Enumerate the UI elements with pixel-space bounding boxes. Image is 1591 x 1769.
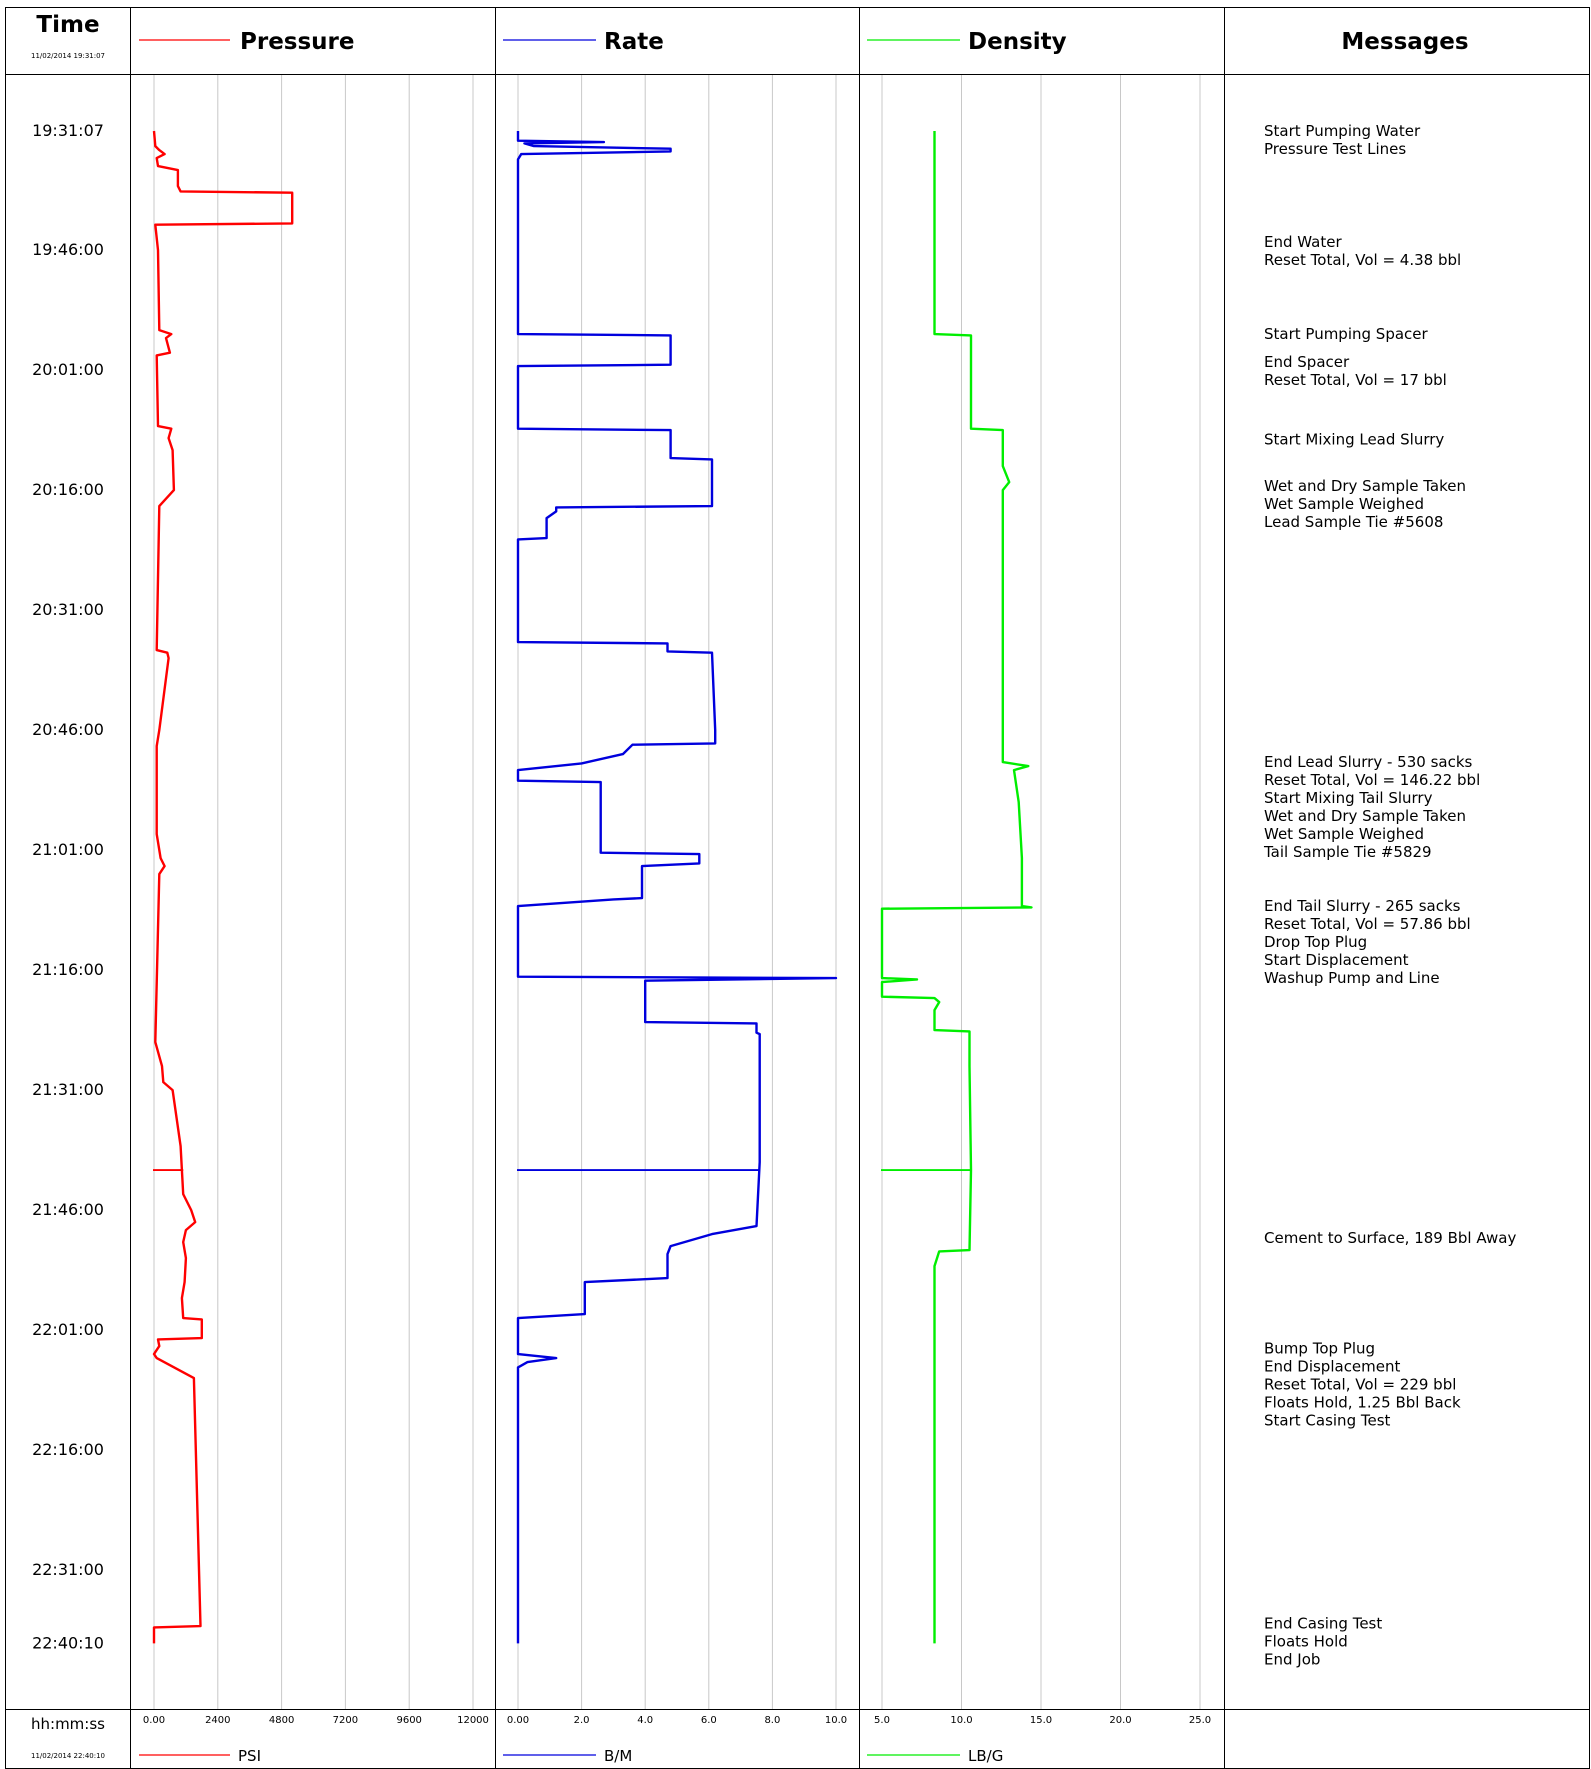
density-unit: LB/G [968, 1747, 1003, 1765]
message-line: Lead Sample Tie #5608 [1264, 513, 1443, 531]
rate-tick-label: 2.0 [574, 1715, 590, 1726]
pressure-tick-label: 12000 [457, 1715, 489, 1726]
message-line: Wet and Dry Sample Taken [1264, 477, 1466, 495]
pressure-tick-label: 0.00 [143, 1715, 165, 1726]
message-line: Cement to Surface, 189 Bbl Away [1264, 1229, 1516, 1247]
message-line: Reset Total, Vol = 146.22 bbl [1264, 771, 1480, 789]
message-line: End Spacer [1264, 353, 1350, 371]
message-line: Reset Total, Vol = 57.86 bbl [1264, 915, 1471, 933]
chart-frame [5, 7, 1590, 1769]
time-tick-label: 19:46:00 [32, 240, 104, 259]
pressure-header: Pressure [240, 29, 355, 55]
density-tick-label: 20.0 [1109, 1715, 1131, 1726]
message-line: Wet Sample Weighed [1264, 495, 1424, 513]
pressure-tick-label: 9600 [396, 1715, 421, 1726]
message-line: Reset Total, Vol = 229 bbl [1264, 1376, 1456, 1394]
time-labels: 19:31:07 19:46:00 20:01:00 20:16:00 20:31:00… [32, 121, 104, 1652]
message-line: Wet and Dry Sample Taken [1264, 807, 1466, 825]
time-header: Time [36, 12, 99, 38]
time-tick-label: 20:46:00 [32, 720, 104, 739]
time-tick-label: 22:40:10 [32, 1633, 104, 1652]
messages-header: Messages [1341, 29, 1468, 55]
pressure-tick-label: 2400 [205, 1715, 230, 1726]
message-line: End Tail Slurry - 265 sacks [1264, 897, 1461, 915]
time-tick-label: 20:31:00 [32, 600, 104, 619]
message-line: Start Displacement [1264, 951, 1409, 969]
time-tick-label: 21:01:00 [32, 840, 104, 859]
message-line: Floats Hold [1264, 1632, 1348, 1650]
time-start-label: 11/02/2014 19:31:07 [31, 52, 105, 60]
time-tick-label: 21:16:00 [32, 960, 104, 979]
message-line: End Displacement [1264, 1358, 1401, 1376]
rate-tick-label: 0.00 [507, 1715, 529, 1726]
time-tick-label: 20:16:00 [32, 480, 104, 499]
message-line: Floats Hold, 1.25 Bbl Back [1264, 1394, 1461, 1412]
density-tick-label: 5.0 [874, 1715, 890, 1726]
time-footer-label: hh:mm:ss [31, 1715, 105, 1733]
rate-tick-label: 8.0 [764, 1715, 780, 1726]
rate-unit: B/M [604, 1747, 632, 1765]
axis-ticks: 0.00 2400 4800 7200 9600 12000 0.00 2.0 4.0 6.0 8.… [143, 1715, 1211, 1726]
rate-header: Rate [604, 29, 664, 55]
message-line: Bump Top Plug [1264, 1340, 1375, 1358]
pressure-tick-label: 7200 [333, 1715, 358, 1726]
message-line: End Casing Test [1264, 1614, 1382, 1632]
density-tick-label: 10.0 [950, 1715, 972, 1726]
time-tick-label: 22:16:00 [32, 1440, 104, 1459]
rate-tick-label: 6.0 [701, 1715, 717, 1726]
message-line: Start Pumping Water [1264, 122, 1421, 140]
message-line: Tail Sample Tie #5829 [1263, 843, 1432, 861]
message-line: Pressure Test Lines [1264, 140, 1406, 158]
message-line: Start Pumping Spacer [1264, 325, 1429, 343]
density-header: Density [968, 29, 1067, 55]
rate-tick-label: 10.0 [825, 1715, 847, 1726]
message-line: End Lead Slurry - 530 sacks [1264, 753, 1473, 771]
time-tick-label: 22:01:00 [32, 1320, 104, 1339]
density-tick-label: 25.0 [1189, 1715, 1211, 1726]
message-line: End Water [1264, 233, 1342, 251]
time-tick-label: 21:31:00 [32, 1080, 104, 1099]
rate-tick-label: 4.0 [637, 1715, 653, 1726]
message-line: Start Casing Test [1264, 1412, 1391, 1430]
message-line: Reset Total, Vol = 4.38 bbl [1264, 251, 1461, 269]
message-line: Start Mixing Tail Slurry [1264, 789, 1433, 807]
density-tick-label: 15.0 [1030, 1715, 1052, 1726]
pressure-unit: PSI [238, 1747, 261, 1765]
grid-lines [153, 75, 1201, 1709]
time-tick-label: 22:31:00 [32, 1560, 104, 1579]
density-series-line [880, 131, 1033, 1644]
message-line: Start Mixing Lead Slurry [1264, 430, 1444, 448]
message-line: Drop Top Plug [1264, 933, 1367, 951]
message-line: Wet Sample Weighed [1264, 825, 1424, 843]
time-end-label: 11/02/2014 22:40:10 [31, 1752, 105, 1760]
time-tick-label: 21:46:00 [32, 1200, 104, 1219]
message-line: Washup Pump and Line [1264, 969, 1440, 987]
time-tick-label: 19:31:07 [32, 121, 104, 140]
rate-series-line [516, 131, 838, 1644]
pressure-tick-label: 4800 [269, 1715, 294, 1726]
time-tick-label: 20:01:00 [32, 360, 104, 379]
message-line: End Job [1264, 1650, 1320, 1668]
message-line: Reset Total, Vol = 17 bbl [1264, 371, 1447, 389]
pressure-series-line [152, 130, 294, 1644]
series [152, 130, 1033, 1644]
